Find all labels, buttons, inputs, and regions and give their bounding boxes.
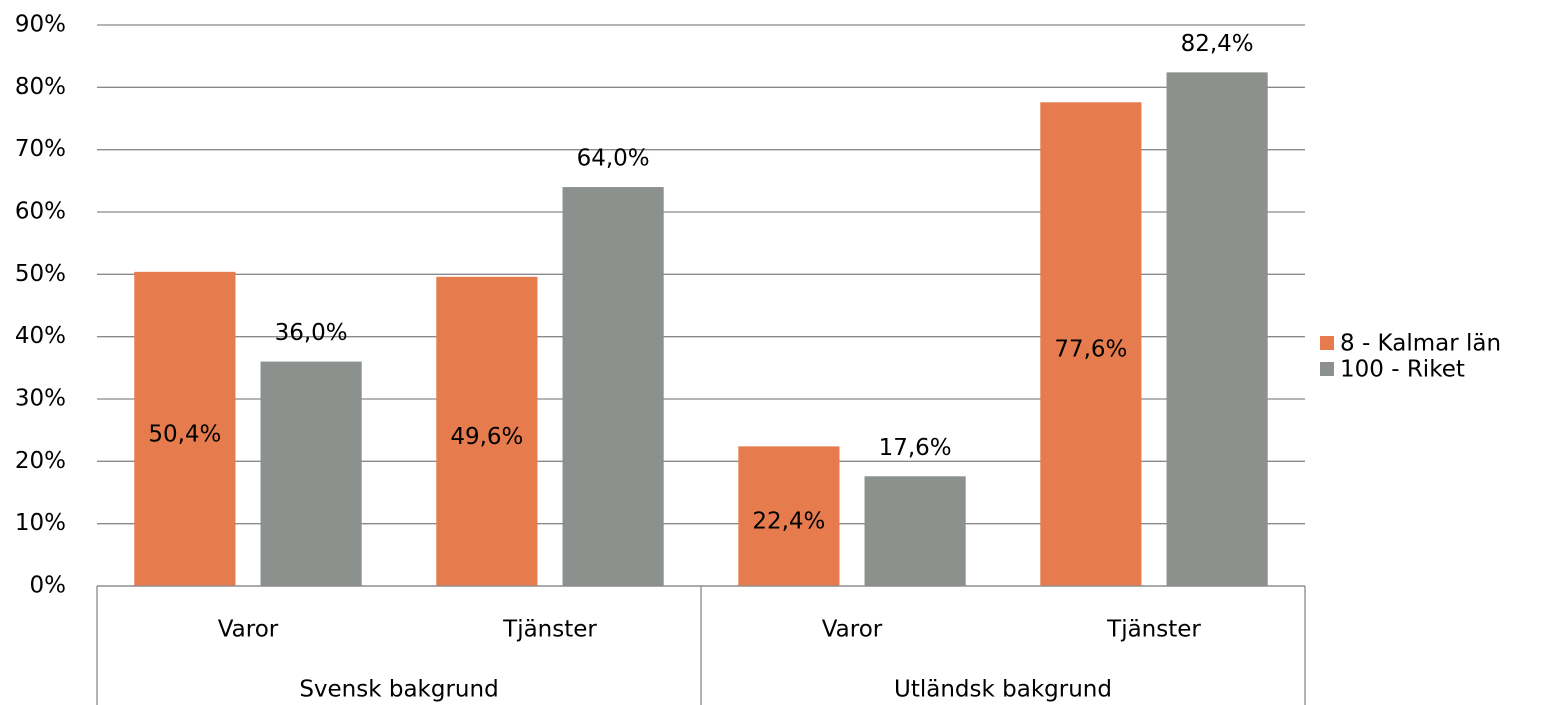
legend-label: 8 - Kalmar län bbox=[1340, 331, 1501, 357]
y-tick-label: 20% bbox=[15, 448, 66, 474]
legend-swatch bbox=[1320, 336, 1334, 350]
data-label: 36,0% bbox=[275, 320, 348, 346]
y-tick-label: 70% bbox=[15, 136, 66, 162]
data-label: 77,6% bbox=[1054, 337, 1127, 363]
y-tick-label: 10% bbox=[15, 510, 66, 536]
bar bbox=[1040, 102, 1142, 586]
bar bbox=[134, 271, 236, 586]
x-tick-label: Tjänster bbox=[502, 617, 597, 643]
bar bbox=[1166, 72, 1268, 586]
y-tick-label: 90% bbox=[15, 12, 66, 38]
bar bbox=[562, 187, 664, 587]
x-tick-label: Tjänster bbox=[1106, 617, 1201, 643]
legend-label: 100 - Riket bbox=[1340, 357, 1465, 383]
bar bbox=[436, 276, 538, 586]
y-tick-label: 0% bbox=[30, 573, 67, 599]
data-label: 22,4% bbox=[752, 509, 825, 535]
data-label: 50,4% bbox=[148, 421, 221, 447]
x-tick-label: Varor bbox=[218, 617, 279, 643]
y-tick-label: 80% bbox=[15, 74, 66, 100]
bar bbox=[738, 446, 840, 586]
legend-swatch bbox=[1320, 362, 1334, 376]
y-tick-label: 30% bbox=[15, 386, 66, 412]
data-label: 64,0% bbox=[577, 146, 650, 172]
x-tick-label: Varor bbox=[822, 617, 883, 643]
y-tick-label: 60% bbox=[15, 199, 66, 225]
group-label: Svensk bakgrund bbox=[299, 677, 498, 703]
data-label: 49,6% bbox=[450, 424, 523, 450]
bar bbox=[864, 476, 966, 586]
y-tick-label: 50% bbox=[15, 261, 66, 287]
y-tick-label: 40% bbox=[15, 323, 66, 349]
group-label: Utländsk bakgrund bbox=[894, 677, 1112, 703]
data-label: 82,4% bbox=[1181, 31, 1254, 57]
data-label: 17,6% bbox=[879, 435, 952, 461]
bar bbox=[260, 361, 362, 586]
